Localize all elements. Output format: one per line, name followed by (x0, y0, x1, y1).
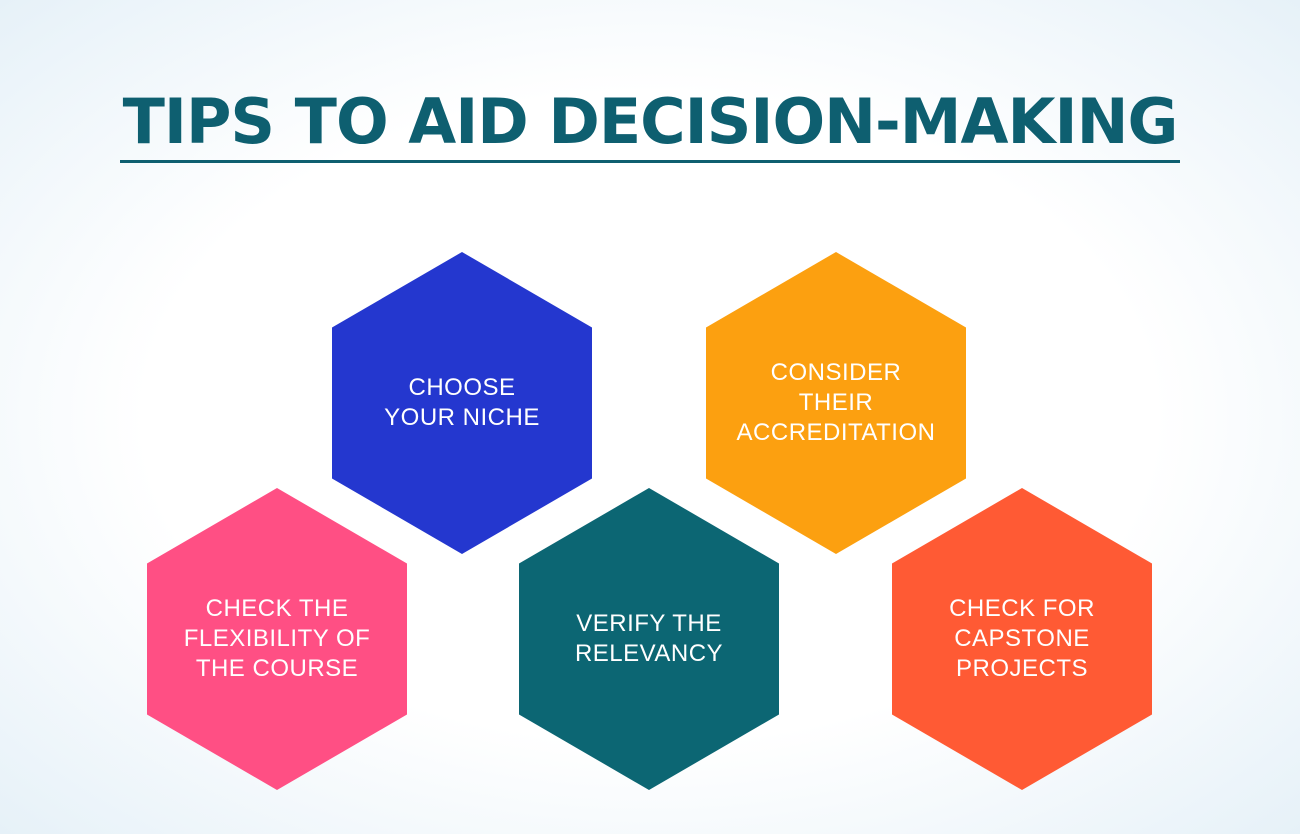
tip-hexagon-accreditation: CONSIDER THEIR ACCREDITATION (706, 252, 966, 554)
tip-hexagon-flexibility: CHECK THE FLEXIBILITY OF THE COURSE (147, 488, 407, 790)
page-title: TIPS TO AID DECISION-MAKING (122, 85, 1179, 158)
tip-hexagon-choose-niche: CHOOSE YOUR NICHE (332, 252, 592, 554)
tip-label: CHOOSE YOUR NICHE (384, 374, 540, 431)
tip-label: CONSIDER THEIR ACCREDITATION (736, 359, 936, 446)
title-underline (120, 160, 1180, 163)
tip-label: VERIFY THE RELEVANCY (574, 610, 724, 667)
tip-label: CHECK THE FLEXIBILITY OF THE COURSE (183, 595, 371, 682)
tip-label: CHECK FOR CAPSTONE PROJECTS (949, 595, 1095, 682)
tip-hexagon-capstone: CHECK FOR CAPSTONE PROJECTS (892, 488, 1152, 790)
tip-hexagon-relevancy: VERIFY THE RELEVANCY (519, 488, 779, 790)
